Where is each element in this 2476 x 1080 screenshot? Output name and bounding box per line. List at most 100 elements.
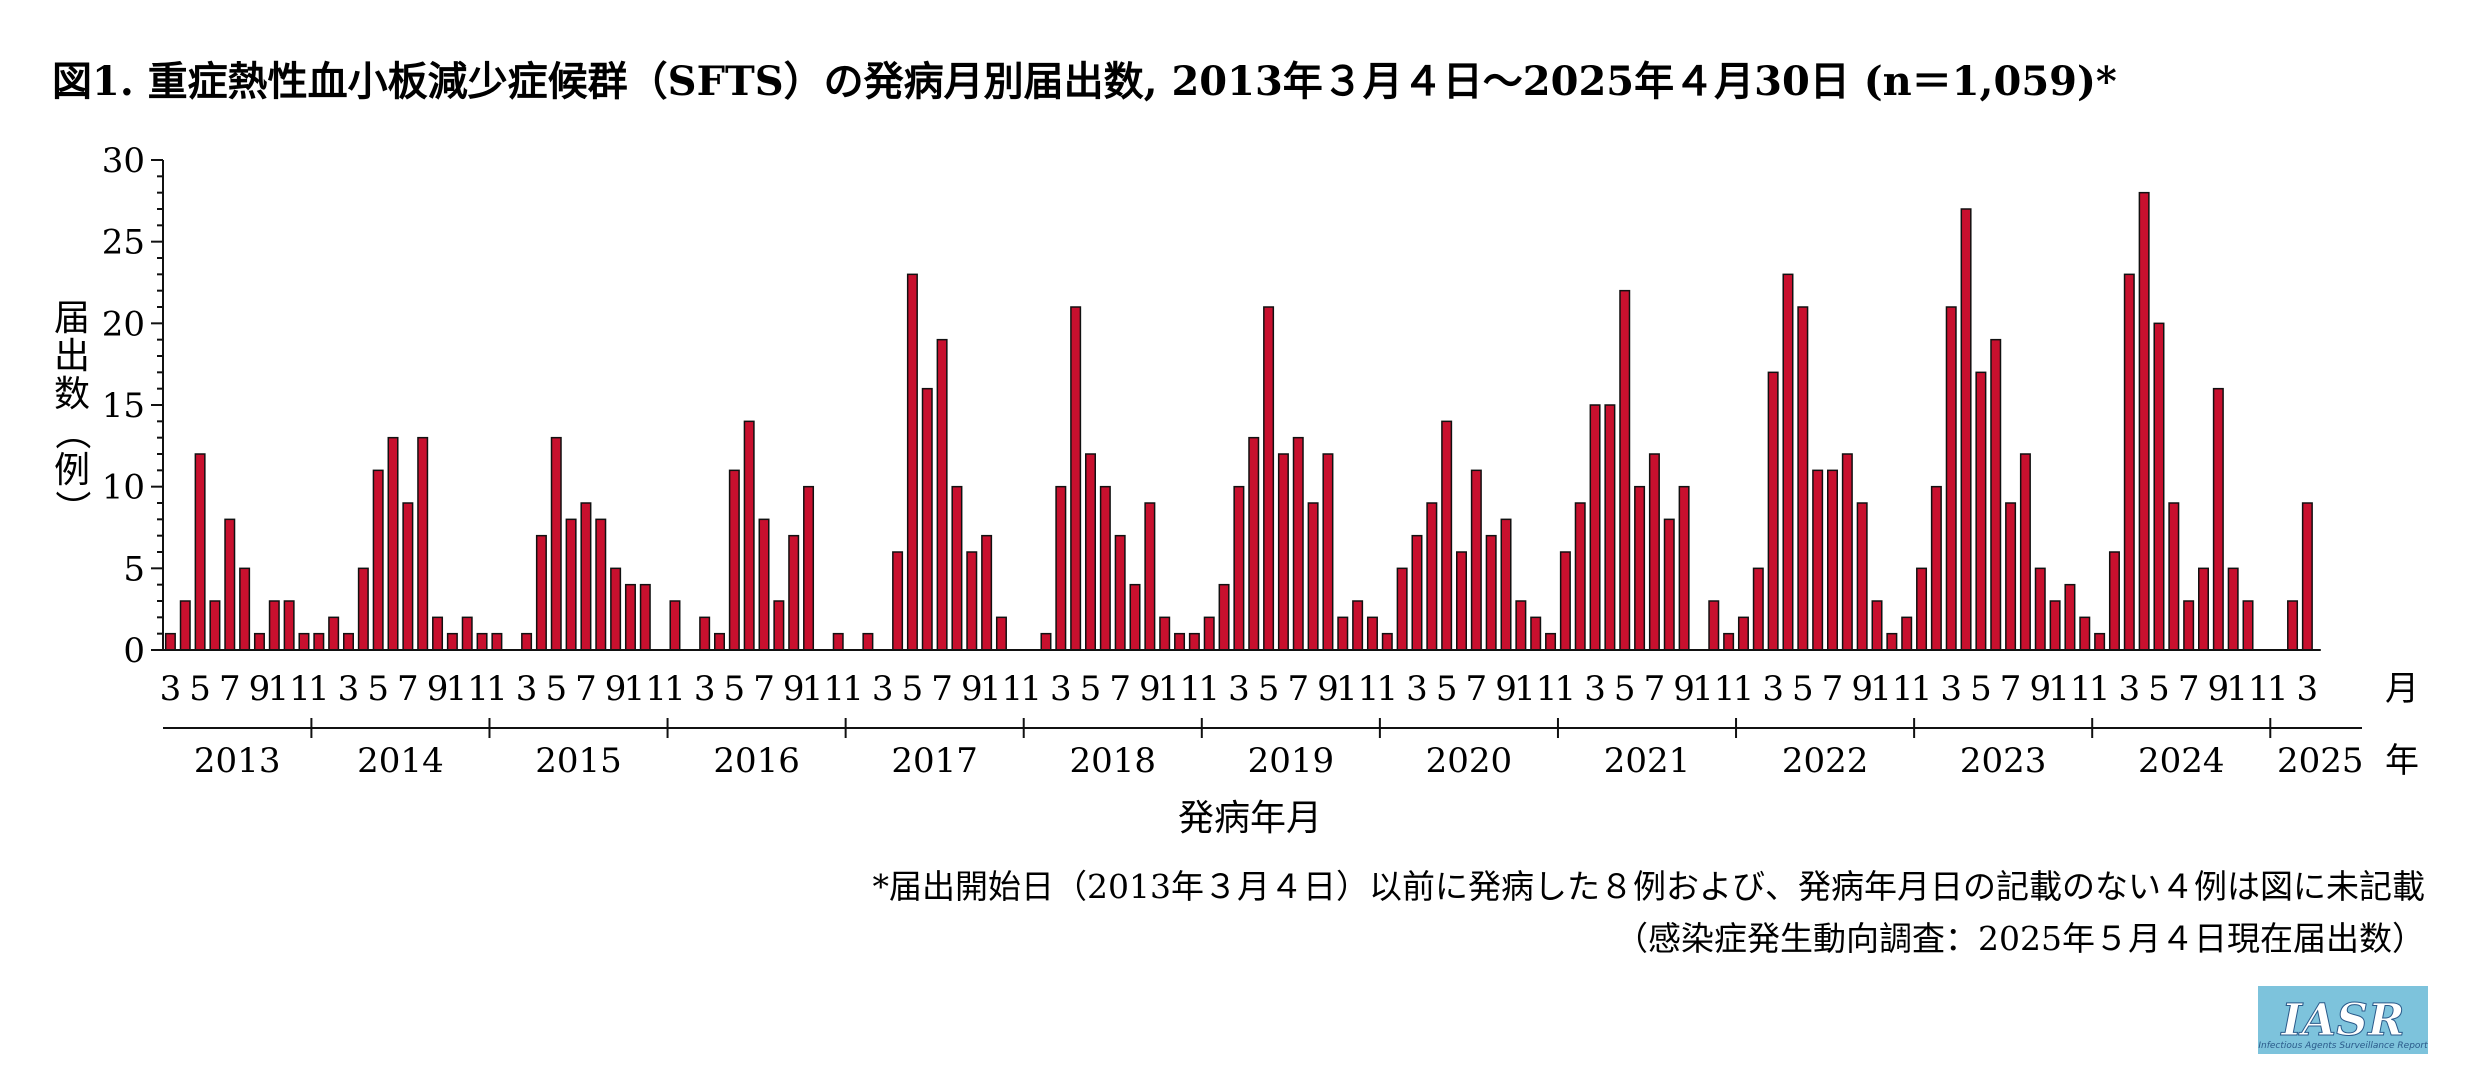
bar-2018-12 (1188, 632, 1200, 651)
month-tick-label: 7 (575, 669, 597, 709)
month-tick-label: 7 (219, 669, 241, 709)
year-label-2018: 2018 (1069, 741, 1156, 781)
year-label-2025: 2025 (2277, 741, 2364, 781)
bar-2016-10 (803, 485, 815, 651)
bar-2015-6 (565, 518, 577, 651)
month-tick-label: 11 (1870, 669, 1913, 709)
bar-2015-4 (535, 534, 547, 651)
month-tick-label: 5 (1614, 669, 1636, 709)
bar-2015-11 (639, 583, 651, 651)
month-tick-label: 7 (1644, 669, 1666, 709)
month-tick-label: 1 (664, 669, 686, 709)
bar-2022-2 (1752, 567, 1764, 651)
bar-2023-4 (1960, 208, 1972, 651)
month-tick-label: 5 (902, 669, 924, 709)
bar-2014-12 (476, 632, 488, 651)
bar-2020-7 (1470, 469, 1482, 651)
month-tick-label: 9 (961, 669, 983, 709)
bar-2022-8 (1841, 453, 1853, 651)
bar-2014-9 (432, 616, 444, 651)
bar-2016-1 (669, 600, 681, 651)
bar-2023-5 (1975, 371, 1987, 651)
month-tick-label: 9 (427, 669, 449, 709)
month-tick-label: 1 (1376, 669, 1398, 709)
bar-2018-8 (1129, 583, 1141, 651)
bars (164, 191, 2313, 651)
bar-2022-12 (1901, 616, 1913, 651)
month-tick-label: 5 (367, 669, 389, 709)
bar-2013-11 (283, 600, 295, 651)
month-tick-label: 1 (2089, 669, 2111, 709)
month-tick-label: 1 (308, 669, 330, 709)
bar-2023-6 (1990, 338, 2002, 651)
month-tick-label: 5 (545, 669, 567, 709)
iasr-logo: IASR Infectious Agents Surveillance Repo… (2258, 986, 2428, 1054)
bar-2015-8 (595, 518, 607, 651)
month-tick-label: 7 (397, 669, 419, 709)
bar-2019-12 (1366, 616, 1378, 651)
month-tick-label: 7 (753, 669, 775, 709)
bar-2024-7 (2183, 600, 2195, 651)
bar-2023-9 (2034, 567, 2046, 651)
bar-2018-3 (1055, 485, 1067, 651)
month-tick-label: 9 (1851, 669, 1873, 709)
month-tick-label: 9 (1495, 669, 1517, 709)
bar-2024-4 (2138, 191, 2150, 651)
bar-2013-10 (268, 600, 280, 651)
bar-2020-3 (1411, 534, 1423, 651)
bar-2014-10 (446, 632, 458, 651)
footnote: *届出開始日（2013年３月４日）以前に発病した８例および、発病年月日の記載のな… (873, 867, 2425, 906)
bar-2017-9 (966, 551, 978, 651)
bar-2022-6 (1812, 469, 1824, 651)
month-tick-label: 7 (1287, 669, 1309, 709)
bar-2024-5 (2153, 322, 2165, 651)
bar-2015-7 (580, 502, 592, 651)
bar-2020-5 (1441, 420, 1453, 651)
bar-2023-3 (1945, 306, 1957, 651)
month-tick-label: 3 (2118, 669, 2140, 709)
bar-2014-7 (402, 502, 414, 651)
bar-2017-5 (906, 273, 918, 651)
bar-2018-10 (1159, 616, 1171, 651)
bar-2020-1 (1381, 632, 1393, 651)
bar-2013-3 (164, 632, 176, 651)
month-tick-label: 3 (1050, 669, 1072, 709)
bar-2013-6 (209, 600, 221, 651)
month-tick-label: 11 (1336, 669, 1379, 709)
month-tick-label: 1 (842, 669, 864, 709)
y-tick-label: 30 (102, 141, 145, 181)
bar-2014-6 (387, 436, 399, 651)
month-tick-label: 5 (1970, 669, 1992, 709)
month-tick-label: 11 (1514, 669, 1557, 709)
bar-2018-7 (1114, 534, 1126, 651)
bar-2019-3 (1233, 485, 1245, 651)
month-tick-label: 7 (2000, 669, 2022, 709)
bar-2023-1 (1916, 567, 1928, 651)
y-tick-label: 25 (102, 223, 145, 263)
bar-2024-11 (2242, 600, 2254, 651)
month-tick-label: 1 (486, 669, 508, 709)
month-tick-label: 11 (2048, 669, 2091, 709)
month-tick-label: 9 (2208, 669, 2230, 709)
bar-2020-8 (1485, 534, 1497, 651)
bar-2016-12 (832, 632, 844, 651)
bar-2018-2 (1040, 632, 1052, 651)
y-tick-label: 15 (102, 386, 145, 426)
month-tick-label: 5 (1792, 669, 1814, 709)
logo-text: IASR (2279, 995, 2404, 1046)
bar-2022-4 (1782, 273, 1794, 651)
bar-2021-11 (1708, 600, 1720, 651)
bar-2019-11 (1352, 600, 1364, 651)
bar-2022-11 (1886, 632, 1898, 651)
year-label-2020: 2020 (1426, 741, 1513, 781)
year-label-2016: 2016 (713, 741, 800, 781)
bar-2019-4 (1248, 436, 1260, 651)
bar-2015-10 (624, 583, 636, 651)
y-axis-label-char: 出 (54, 336, 90, 377)
bar-2023-12 (2079, 616, 2091, 651)
y-tick-label: 10 (102, 468, 145, 508)
y-axis: 0 5 10 15 20 25 30 (102, 141, 164, 671)
bar-2016-9 (788, 534, 800, 651)
month-tick-label: 3 (1228, 669, 1250, 709)
month-tick-label: 9 (1139, 669, 1161, 709)
